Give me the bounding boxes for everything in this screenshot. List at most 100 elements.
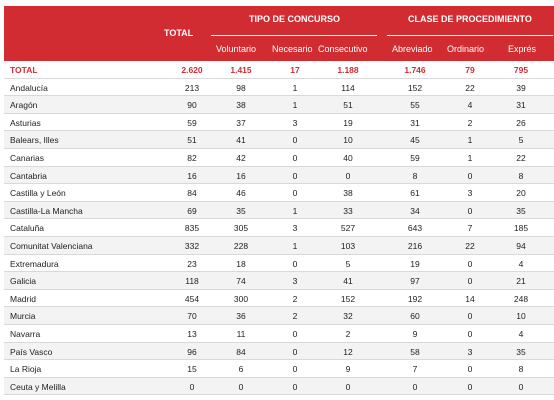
header-col-abreviado: Abreviado xyxy=(392,44,433,54)
cell-value: 34 xyxy=(410,205,420,216)
row-label: Balears, Illes xyxy=(10,135,59,146)
cell-value: 9 xyxy=(412,328,418,339)
header-col-voluntario: Voluntario xyxy=(216,44,257,54)
cell-value: 90 xyxy=(187,100,197,111)
cell-value: 0 xyxy=(292,328,298,339)
cell-value: 0 xyxy=(238,381,244,392)
cell-value: 7 xyxy=(467,223,473,234)
cell-value: 17 xyxy=(290,65,300,75)
cell-value: 2 xyxy=(292,311,298,322)
cell-value: 248 xyxy=(513,293,529,304)
cell-value: 4 xyxy=(467,100,473,111)
cell-value: 7 xyxy=(412,364,418,375)
cell-value: 45 xyxy=(410,135,420,146)
cell-value: 228 xyxy=(233,240,249,251)
row-label: Galicia xyxy=(10,276,36,287)
cell-value: 0 xyxy=(292,135,298,146)
cell-value: 32 xyxy=(343,311,353,322)
cell-value: 3 xyxy=(292,223,298,234)
table-row: Extremadura 23 18 0 5 19 0 4 xyxy=(4,255,554,273)
cell-value: 41 xyxy=(343,276,353,287)
cell-value: 35 xyxy=(516,346,526,357)
cell-value: 0 xyxy=(467,364,473,375)
row-label: País Vasco xyxy=(10,346,53,357)
cell-value: 0 xyxy=(292,364,298,375)
cell-value: 84 xyxy=(187,188,197,199)
cell-value: 70 xyxy=(187,311,197,322)
cell-value: 643 xyxy=(407,223,423,234)
cell-value: 38 xyxy=(236,100,246,111)
table-row: Madrid 454 300 2 152 192 14 248 xyxy=(4,290,554,308)
cell-value: 2.620 xyxy=(181,65,203,75)
cell-value: 795 xyxy=(513,65,529,75)
cell-value: 0 xyxy=(467,205,473,216)
cell-value: 4 xyxy=(518,328,524,339)
table-row: País Vasco 96 84 0 12 58 3 35 xyxy=(4,342,554,361)
cell-value: 0 xyxy=(345,381,351,392)
cell-value: 185 xyxy=(513,223,529,234)
cell-value: 0 xyxy=(518,381,524,392)
table-row: Aragón 90 38 1 51 55 4 31 xyxy=(4,96,554,114)
cell-value: 31 xyxy=(516,100,526,111)
header-col-expres: Exprés xyxy=(508,44,537,54)
table-row: Galicia 118 74 3 41 97 0 21 xyxy=(4,272,554,290)
cell-value: 94 xyxy=(516,240,526,251)
cell-value: 33 xyxy=(343,205,353,216)
cell-value: 19 xyxy=(410,258,420,269)
cell-value: 118 xyxy=(185,276,199,287)
cell-value: 0 xyxy=(189,381,195,392)
cell-value: 3 xyxy=(467,188,473,199)
cell-value: 96 xyxy=(187,346,197,357)
cell-value: 216 xyxy=(407,240,423,251)
cell-value: 55 xyxy=(410,100,420,111)
row-label: Castilla y León xyxy=(10,188,66,199)
cell-value: 152 xyxy=(407,82,423,93)
cell-value: 454 xyxy=(184,293,200,304)
cell-value: 0 xyxy=(467,381,473,392)
cell-value: 20 xyxy=(516,188,526,199)
cell-value: 0 xyxy=(292,381,298,392)
header-tipo-de-concurso: TIPO DE CONCURSO xyxy=(249,14,341,24)
cell-value: 10 xyxy=(516,311,526,322)
cell-value: 5 xyxy=(518,135,524,146)
table-row: Comunitat Valenciana 332 228 1 103 216 22 94 xyxy=(4,236,554,255)
cell-value: 4 xyxy=(518,258,524,269)
table-header: TOTAL TIPO DE CONCURSO CLASE DE PROCEDIM… xyxy=(4,6,554,61)
cell-value: 192 xyxy=(407,293,423,304)
cell-value: 835 xyxy=(184,223,200,234)
cell-value: 61 xyxy=(410,188,420,199)
row-label: Navarra xyxy=(10,328,41,339)
table-row: Cataluña 835 305 3 527 643 7 185 xyxy=(4,219,554,237)
row-label: Murcia xyxy=(10,311,36,322)
cell-value: 332 xyxy=(184,240,200,251)
cell-value: 2 xyxy=(345,328,351,339)
cell-value: 8 xyxy=(412,170,418,181)
cell-value: 13 xyxy=(187,328,197,339)
cell-value: 0 xyxy=(412,381,418,392)
table-row: Asturias 59 37 3 19 31 2 26 xyxy=(4,114,554,132)
table-row: Castilla y León 84 46 0 38 61 3 20 xyxy=(4,184,554,202)
cell-value: 51 xyxy=(187,135,197,146)
header-clase-de-procedimiento: CLASE DE PROCEDIMIENTO xyxy=(408,14,532,24)
cell-value: 35 xyxy=(236,205,246,216)
table-row: Ceuta y Melilla 0 0 0 0 0 0 0 xyxy=(4,377,554,396)
cell-value: 59 xyxy=(187,117,197,128)
cell-value: 39 xyxy=(516,82,526,93)
row-label: Madrid xyxy=(10,293,36,304)
cell-value: 1 xyxy=(292,82,298,93)
row-label: La Rioja xyxy=(10,364,42,375)
cell-value: 84 xyxy=(236,346,246,357)
cell-value: 152 xyxy=(340,293,356,304)
cell-value: 42 xyxy=(236,152,246,163)
cell-value: 97 xyxy=(410,276,420,287)
row-label: Comunitat Valenciana xyxy=(10,240,93,251)
header-total: TOTAL xyxy=(164,28,194,38)
cell-value: 58 xyxy=(410,346,420,357)
cell-value: 82 xyxy=(187,152,197,163)
header-col-necesario: Necesario xyxy=(272,44,313,54)
total-row: TOTAL 2.620 1.415 17 1.188 1.746 79 795 xyxy=(4,61,554,79)
cell-value: 22 xyxy=(465,240,475,251)
cell-value: 1.746 xyxy=(404,65,426,75)
header-col-consecutivo: Consecutivo xyxy=(318,44,368,54)
cell-value: 36 xyxy=(236,311,246,322)
